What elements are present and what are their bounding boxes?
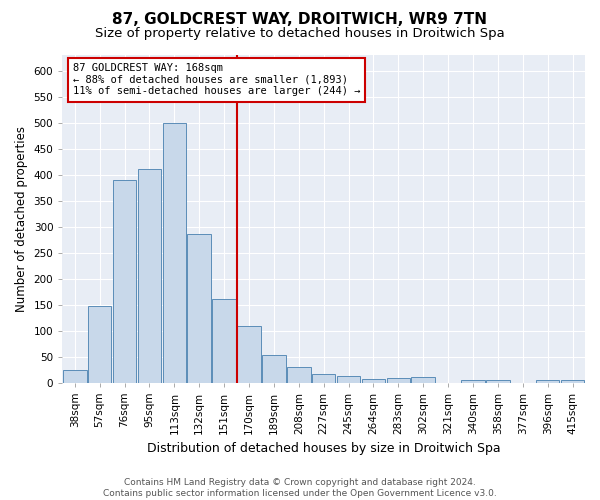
Bar [63,370,86,382]
Bar [237,326,261,382]
X-axis label: Distribution of detached houses by size in Droitwich Spa: Distribution of detached houses by size … [147,442,500,455]
Text: 87 GOLDCREST WAY: 168sqm
← 88% of detached houses are smaller (1,893)
11% of sem: 87 GOLDCREST WAY: 168sqm ← 88% of detach… [73,63,360,96]
Bar [337,376,361,382]
Bar [137,170,161,382]
Bar [287,367,311,382]
Bar [461,380,485,382]
Bar [163,122,186,382]
Text: 87, GOLDCREST WAY, DROITWICH, WR9 7TN: 87, GOLDCREST WAY, DROITWICH, WR9 7TN [113,12,487,28]
Bar [212,300,236,382]
Bar [312,374,335,382]
Bar [412,378,435,382]
Bar [561,380,584,382]
Text: Contains HM Land Registry data © Crown copyright and database right 2024.
Contai: Contains HM Land Registry data © Crown c… [103,478,497,498]
Bar [536,380,559,382]
Bar [262,355,286,382]
Y-axis label: Number of detached properties: Number of detached properties [15,126,28,312]
Text: Size of property relative to detached houses in Droitwich Spa: Size of property relative to detached ho… [95,28,505,40]
Bar [187,234,211,382]
Bar [486,380,510,382]
Bar [362,379,385,382]
Bar [113,180,136,382]
Bar [386,378,410,382]
Bar [88,306,112,382]
